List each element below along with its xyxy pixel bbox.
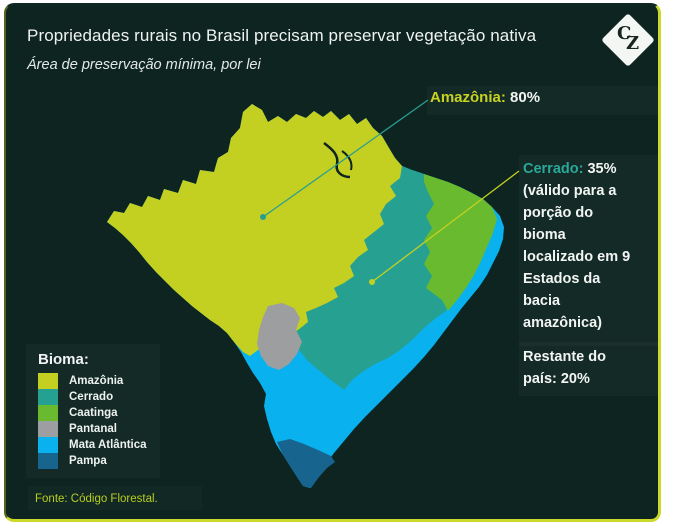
legend-row-mata-atlantica: Mata Atlântica: [38, 437, 147, 453]
legend-swatch-cerrado-icon: [38, 389, 58, 405]
cerrado-annotation-line: porção do: [523, 205, 594, 221]
cerrado-annotation-value: 35%: [587, 161, 617, 177]
legend-row-caatinga: Caatinga: [38, 405, 147, 421]
legend-row-amazonia: Amazônia: [38, 373, 147, 389]
legend-row-pantanal: Pantanal: [38, 421, 147, 437]
page-subtitle: Área de preservação mínima, por lei: [27, 57, 261, 73]
legend-swatch-mata-atlantica-icon: [38, 437, 58, 453]
legend-items: Amazônia Cerrado Caatinga Pantanal Mata …: [38, 373, 147, 469]
source-note: Fonte: Código Florestal.: [35, 493, 158, 505]
legend-swatch-caatinga-icon: [38, 405, 58, 421]
amazonia-annotation-label: Amazônia:: [430, 89, 506, 106]
legend-label: Pampa: [69, 455, 107, 467]
amazonia-annotation: Amazônia: 80%: [430, 89, 540, 106]
cerrado-annotation-line: bioma: [523, 227, 566, 243]
amazonia-annotation-value: 80%: [510, 89, 541, 106]
legend-label: Cerrado: [69, 391, 114, 403]
logo-letter-z: Z: [626, 33, 640, 54]
restante-annotation-line: Restante do: [523, 349, 606, 365]
cerrado-annotation-headline: Cerrado: 35%: [523, 158, 661, 180]
cerrado-annotation-line: amazônica): [523, 315, 602, 331]
page-title: Propriedades rurais no Brasil precisam p…: [27, 26, 537, 45]
cz-logo-letters: C Z: [609, 21, 647, 59]
restante-annotation-line: país: 20%: [523, 371, 590, 387]
cerrado-annotation-line: (válido para a: [523, 183, 617, 199]
cerrado-annotation-label: Cerrado:: [523, 161, 584, 177]
legend-title: Bioma:: [38, 351, 89, 368]
cerrado-annotation: Cerrado: 35% (válido para a porção do bi…: [523, 158, 661, 334]
restante-annotation: Restante do país: 20%: [523, 346, 661, 390]
legend-row-cerrado: Cerrado: [38, 389, 147, 405]
cerrado-annotation-line: localizado em 9: [523, 249, 631, 265]
cerrado-annotation-line: bacia: [523, 293, 561, 309]
legend-label: Pantanal: [69, 423, 117, 435]
legend-row-pampa: Pampa: [38, 453, 147, 469]
legend-swatch-pampa-icon: [38, 453, 58, 469]
cerrado-annotation-line: Estados da: [523, 271, 601, 287]
legend-swatch-amazonia-icon: [38, 373, 58, 389]
legend-label: Mata Atlântica: [69, 439, 147, 451]
legend-label: Amazônia: [69, 375, 124, 387]
cz-logo-icon: C Z: [601, 13, 655, 67]
legend-label: Caatinga: [69, 407, 118, 419]
legend-swatch-pantanal-icon: [38, 421, 58, 437]
